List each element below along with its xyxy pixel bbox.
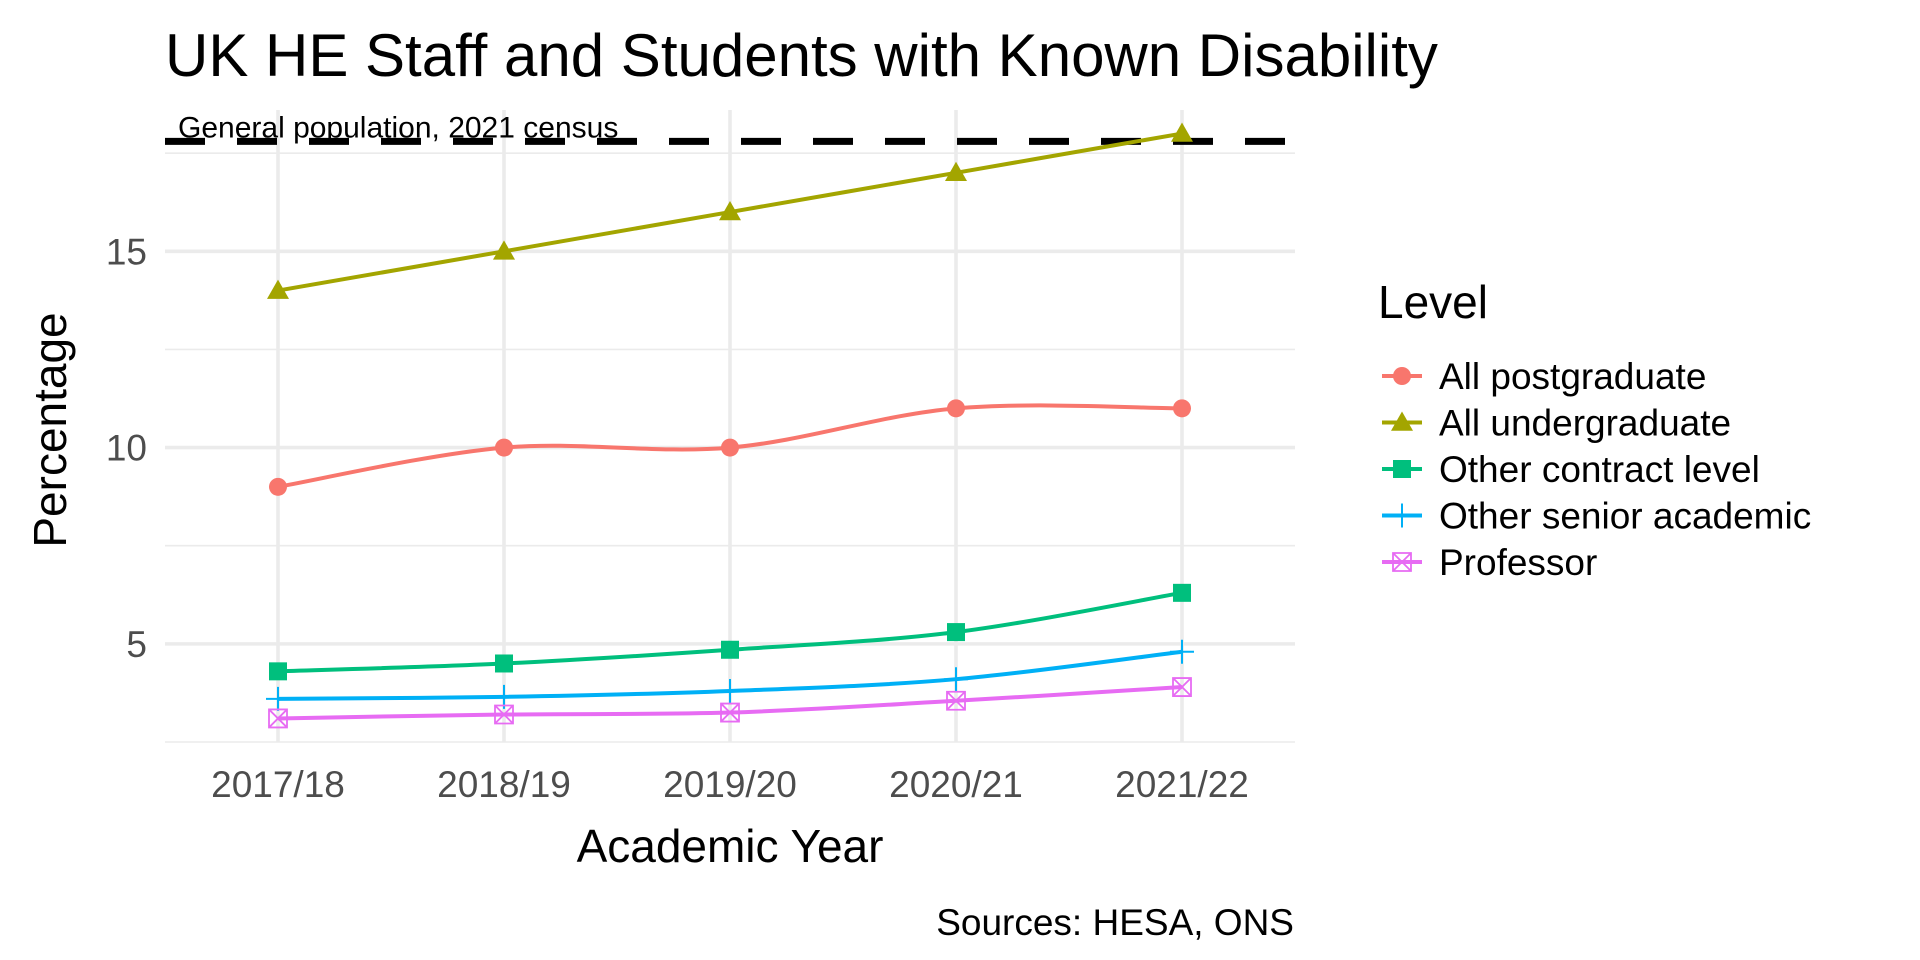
- y-tick-label: 15: [106, 231, 147, 272]
- legend-label: All postgraduate: [1439, 356, 1706, 397]
- data-point-circle: [947, 399, 965, 418]
- series-group: [266, 122, 1194, 729]
- legend-title: Level: [1378, 276, 1488, 328]
- x-tick-label: 2021/22: [1115, 764, 1249, 805]
- series-professor: [268, 677, 1192, 729]
- legend: Level All postgraduate All undergraduate O…: [1378, 276, 1811, 583]
- data-point-plus: [718, 678, 742, 703]
- chart-caption: Sources: HESA, ONS: [936, 902, 1294, 943]
- data-point-square: [1173, 583, 1191, 602]
- x-tick-label: 2018/19: [437, 764, 571, 805]
- data-point-triangle: [1171, 122, 1193, 142]
- data-point-circle: [495, 438, 513, 457]
- data-point-circle: [721, 438, 739, 457]
- data-point-triangle: [493, 240, 515, 260]
- y-tick-label: 5: [126, 624, 147, 665]
- data-point-plus: [1170, 639, 1194, 664]
- data-point-circle: [269, 477, 287, 496]
- data-point-boxx: [946, 690, 966, 711]
- reference-line-group: General population, 2021 census: [165, 111, 1295, 145]
- data-point-triangle: [719, 201, 741, 221]
- data-point-square: [1393, 460, 1411, 478]
- x-tick-label: 2017/18: [211, 764, 345, 805]
- legend-label: Professor: [1439, 542, 1597, 583]
- legend-label: Other contract level: [1439, 449, 1760, 490]
- data-point-triangle: [267, 279, 289, 299]
- data-point-square: [269, 662, 287, 681]
- data-point-boxx: [1172, 677, 1192, 697]
- series-other-contract-level: [269, 583, 1191, 681]
- data-point-triangle: [1391, 411, 1413, 431]
- data-point-square: [947, 623, 965, 642]
- legend-label: All undergraduate: [1439, 403, 1731, 444]
- legend-item: Other senior academic: [1382, 496, 1811, 537]
- reference-line-label: General population, 2021 census: [178, 111, 618, 144]
- data-point-circle: [1173, 399, 1191, 418]
- series-all-undergraduate: [267, 122, 1193, 299]
- data-point-square: [721, 640, 739, 659]
- legend-item: Other contract level: [1382, 449, 1760, 490]
- data-point-boxx: [720, 702, 740, 723]
- chart-title: UK HE Staff and Students with Known Disa…: [165, 22, 1438, 89]
- x-axis-title: Academic Year: [577, 820, 884, 872]
- data-point-plus: [266, 686, 290, 711]
- legend-item: All undergraduate: [1382, 403, 1731, 444]
- data-point-square: [495, 654, 513, 673]
- legend-label: Other senior academic: [1439, 496, 1811, 537]
- legend-item: Professor: [1382, 542, 1597, 583]
- x-tick-label: 2019/20: [663, 764, 797, 805]
- data-point-circle: [1393, 367, 1411, 385]
- data-point-boxx: [268, 708, 288, 729]
- y-axis-title: Percentage: [24, 312, 76, 547]
- x-tick-label: 2020/21: [889, 764, 1023, 805]
- data-point-boxx: [494, 704, 514, 725]
- legend-item: All postgraduate: [1382, 356, 1706, 397]
- data-point-plus: [1390, 503, 1414, 528]
- data-point-boxx: [1392, 552, 1412, 572]
- axis-ticks: 5 10 15 2017/18 2018/19 2019/20 2020/21 2021/22: [106, 231, 1249, 805]
- y-tick-label: 10: [106, 428, 147, 469]
- data-point-triangle: [945, 161, 967, 182]
- series-all-postgraduate: [269, 399, 1191, 496]
- data-point-plus: [944, 667, 968, 692]
